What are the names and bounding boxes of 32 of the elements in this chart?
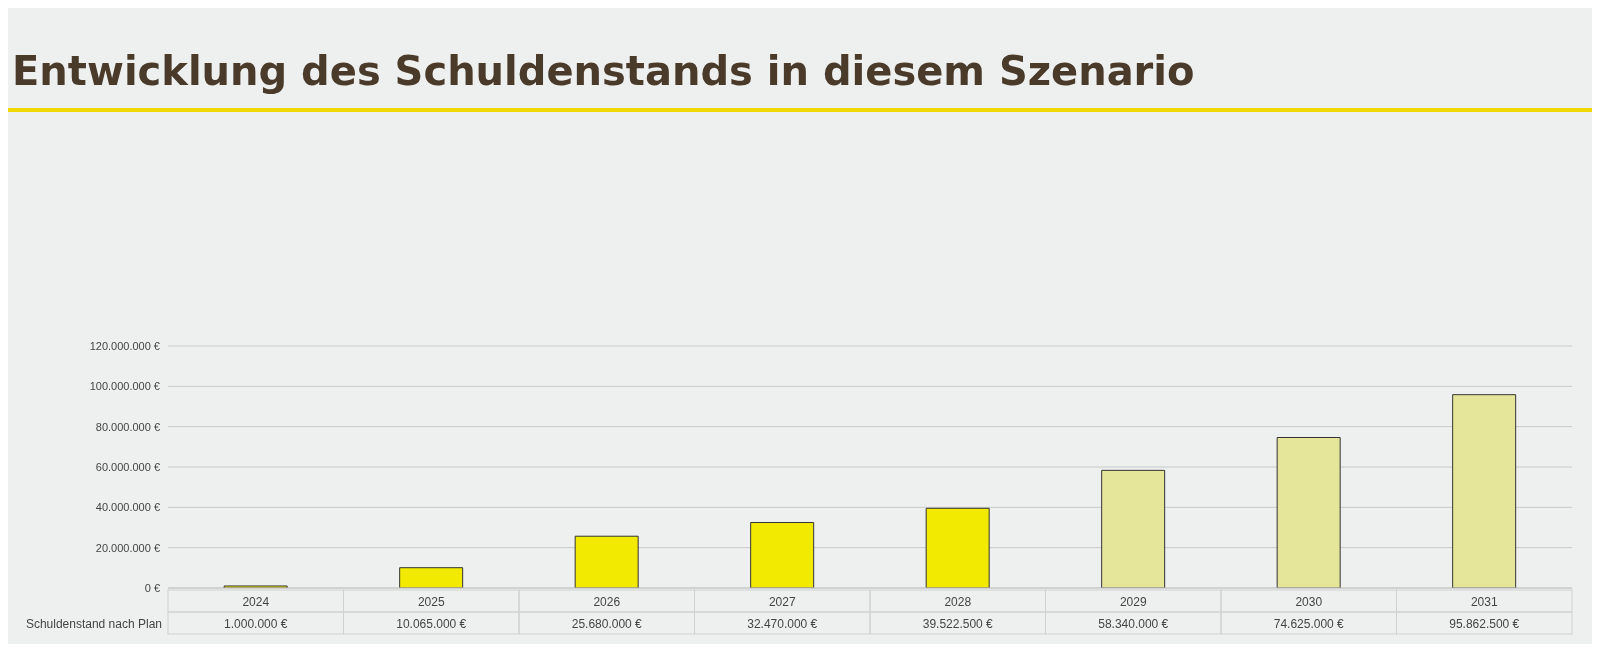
data-label: 1.000.000 € <box>224 617 288 631</box>
data-label: 95.862.500 € <box>1449 617 1520 631</box>
y-tick-label: 40.000.000 € <box>95 501 160 514</box>
x-tick-label: 2030 <box>1295 595 1323 609</box>
data-label: 39.522.500 € <box>922 617 994 631</box>
x-tick-label: 2025 <box>417 595 445 609</box>
y-tick-label: 0 € <box>144 581 160 594</box>
y-tick-label: 80.000.000 € <box>95 420 160 433</box>
data-label: 58.340.000 € <box>1098 617 1169 631</box>
bar <box>574 535 639 588</box>
x-tick-label: 2029 <box>1119 595 1147 609</box>
y-tick-label: 20.000.000 € <box>95 541 160 554</box>
x-tick-label: 2031 <box>1470 595 1498 609</box>
bar <box>1101 469 1166 588</box>
x-tick-label: 2024 <box>242 595 270 609</box>
x-tick-label: 2028 <box>944 595 972 609</box>
data-label: 10.065.000 € <box>396 617 467 631</box>
bar <box>399 567 464 588</box>
y-tick-label: 60.000.000 € <box>95 460 160 473</box>
data-label: 25.680.000 € <box>571 617 643 631</box>
bar <box>925 507 990 588</box>
text: Schuldenstand nach Plan <box>25 617 162 631</box>
data-label: 32.470.000 € <box>747 617 818 631</box>
y-tick-label: 120.000.000 € <box>89 339 160 352</box>
chart-title: Entwicklung des Schuldenstands in diesem Szenario <box>11 47 1196 94</box>
x-tick-label: 2027 <box>768 595 796 609</box>
bar <box>750 522 815 588</box>
data-label: 74.625.000 € <box>1273 617 1345 631</box>
x-tick-label: 2026 <box>593 595 621 609</box>
bar <box>1452 394 1517 588</box>
y-tick-label: 100.000.000 € <box>89 380 160 393</box>
bar <box>1276 437 1341 588</box>
